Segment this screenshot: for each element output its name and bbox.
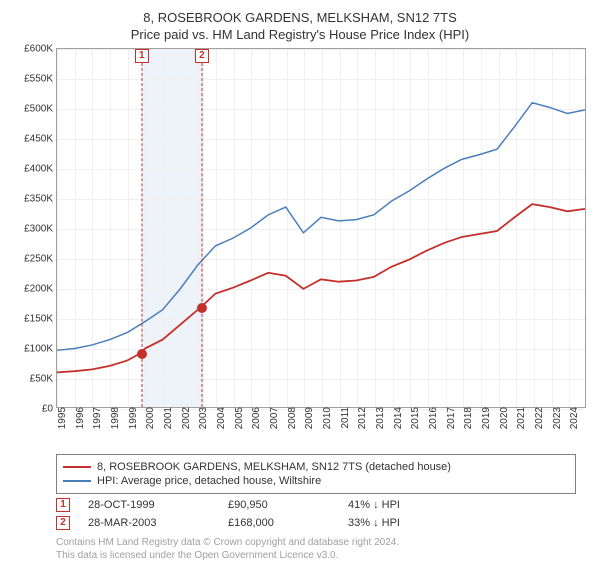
x-tick-label: 2011 <box>336 407 351 429</box>
x-tick-label: 2015 <box>406 407 421 429</box>
x-tick-label: 2004 <box>212 407 227 429</box>
event-price: £90,950 <box>228 499 348 511</box>
legend-label: 8, ROSEBROOK GARDENS, MELKSHAM, SN12 7TS… <box>97 461 451 473</box>
event-delta: 33% ↓ HPI <box>348 517 468 529</box>
x-tick-label: 2020 <box>495 407 510 429</box>
chart-container: 8, ROSEBROOK GARDENS, MELKSHAM, SN12 7TS… <box>0 0 600 566</box>
x-tick-label: 2005 <box>230 407 245 429</box>
x-tick-label: 2021 <box>512 407 527 429</box>
series-price_paid <box>57 204 585 372</box>
legend-row: 8, ROSEBROOK GARDENS, MELKSHAM, SN12 7TS… <box>63 461 569 473</box>
transaction-events: 1 28-OCT-1999£90,95041% ↓ HPI 2 28-MAR-2003… <box>8 498 592 530</box>
x-tick-label: 2024 <box>565 407 580 429</box>
legend-swatch <box>63 480 91 482</box>
marker-line-2 <box>201 63 202 407</box>
x-tick-label: 2009 <box>300 407 315 429</box>
legend-row: HPI: Average price, detached house, Wilt… <box>63 475 569 487</box>
x-tick-label: 1996 <box>71 407 86 429</box>
y-tick-label: £450K <box>24 134 57 145</box>
x-tick-label: 2000 <box>141 407 156 429</box>
y-tick-label: £300K <box>24 224 57 235</box>
marker-box-1: 1 <box>135 49 149 63</box>
x-tick-label: 1999 <box>124 407 139 429</box>
y-tick-label: £350K <box>24 194 57 205</box>
x-tick-label: 2012 <box>353 407 368 429</box>
marker-box-2: 2 <box>195 49 209 63</box>
x-tick-label: 2013 <box>371 407 386 429</box>
attribution-line-1: Contains HM Land Registry data © Crown c… <box>56 536 592 549</box>
x-tick-label: 2002 <box>177 407 192 429</box>
x-tick-label: 2006 <box>247 407 262 429</box>
x-tick-label: 2018 <box>459 407 474 429</box>
x-tick-label: 2008 <box>283 407 298 429</box>
x-tick-label: 2001 <box>159 407 174 429</box>
legend-label: HPI: Average price, detached house, Wilt… <box>97 475 321 487</box>
attribution: Contains HM Land Registry data © Crown c… <box>56 536 592 562</box>
event-delta: 41% ↓ HPI <box>348 499 468 511</box>
title-line-1: 8, ROSEBROOK GARDENS, MELKSHAM, SN12 7TS <box>8 10 592 25</box>
y-tick-label: £100K <box>24 344 57 355</box>
x-tick-label: 2023 <box>548 407 563 429</box>
series-hpi <box>57 103 585 351</box>
event-date: 28-MAR-2003 <box>88 517 228 529</box>
y-tick-label: £550K <box>24 74 57 85</box>
attribution-line-2: This data is licensed under the Open Gov… <box>56 549 592 562</box>
y-tick-label: £600K <box>24 44 57 55</box>
event-row: 2 28-MAR-2003£168,00033% ↓ HPI <box>56 516 592 530</box>
event-date: 28-OCT-1999 <box>88 499 228 511</box>
title-line-2: Price paid vs. HM Land Registry's House … <box>8 27 592 42</box>
y-tick-label: £400K <box>24 164 57 175</box>
event-price: £168,000 <box>228 517 348 529</box>
y-tick-label: £200K <box>24 284 57 295</box>
event-marker-2: 2 <box>56 516 70 530</box>
x-tick-label: 1997 <box>88 407 103 429</box>
legend: 8, ROSEBROOK GARDENS, MELKSHAM, SN12 7TS… <box>56 454 576 494</box>
chart: £0£50K£100K£150K£200K£250K£300K£350K£400… <box>8 48 592 448</box>
y-tick-label: £50K <box>30 374 57 385</box>
marker-dot-2 <box>197 303 207 313</box>
y-tick-label: £250K <box>24 254 57 265</box>
x-tick-label: 2022 <box>530 407 545 429</box>
x-tick-label: 1995 <box>53 407 68 429</box>
y-tick-label: £150K <box>24 314 57 325</box>
legend-swatch <box>63 466 91 468</box>
marker-dot-1 <box>137 349 147 359</box>
x-tick-label: 2014 <box>389 407 404 429</box>
event-marker-1: 1 <box>56 498 70 512</box>
x-tick-label: 2010 <box>318 407 333 429</box>
plot-area: £0£50K£100K£150K£200K£250K£300K£350K£400… <box>56 48 586 408</box>
x-tick-label: 2003 <box>194 407 209 429</box>
x-tick-label: 2007 <box>265 407 280 429</box>
y-tick-label: £500K <box>24 104 57 115</box>
x-tick-label: 1998 <box>106 407 121 429</box>
x-tick-label: 2016 <box>424 407 439 429</box>
x-tick-label: 2019 <box>477 407 492 429</box>
x-tick-label: 2017 <box>442 407 457 429</box>
event-row: 1 28-OCT-1999£90,95041% ↓ HPI <box>56 498 592 512</box>
